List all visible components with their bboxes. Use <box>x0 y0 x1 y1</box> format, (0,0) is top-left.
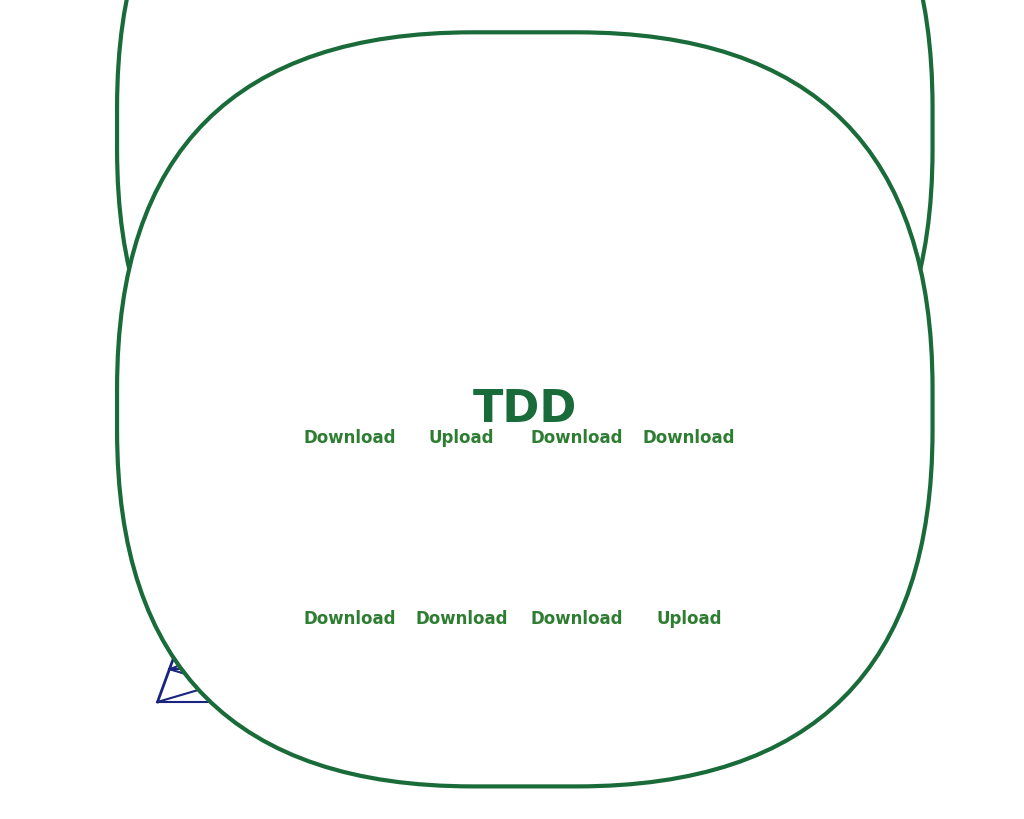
Polygon shape <box>354 301 808 341</box>
FancyBboxPatch shape <box>234 250 250 292</box>
FancyBboxPatch shape <box>202 523 217 565</box>
Polygon shape <box>643 454 735 511</box>
Text: Upload: Upload <box>429 429 495 447</box>
Polygon shape <box>304 454 396 511</box>
FancyBboxPatch shape <box>234 523 250 565</box>
FancyBboxPatch shape <box>221 523 237 565</box>
Text: Upload: Upload <box>518 350 605 370</box>
Circle shape <box>208 568 218 578</box>
Text: Download: Download <box>445 201 570 220</box>
Text: Download: Download <box>304 610 396 628</box>
Polygon shape <box>643 546 735 604</box>
FancyBboxPatch shape <box>819 510 889 624</box>
FancyBboxPatch shape <box>221 250 237 292</box>
Polygon shape <box>416 546 508 604</box>
Circle shape <box>196 294 206 305</box>
FancyBboxPatch shape <box>202 250 217 292</box>
Polygon shape <box>292 286 354 355</box>
Polygon shape <box>531 546 624 604</box>
Bar <box>216 244 222 298</box>
Circle shape <box>849 335 860 346</box>
Text: Upload: Upload <box>656 610 722 628</box>
FancyBboxPatch shape <box>819 241 889 355</box>
Text: TDD: TDD <box>473 388 577 431</box>
Polygon shape <box>531 454 624 511</box>
Polygon shape <box>304 546 396 604</box>
Polygon shape <box>746 217 808 286</box>
Circle shape <box>208 294 218 305</box>
FancyBboxPatch shape <box>188 523 204 565</box>
Text: Download: Download <box>416 610 508 628</box>
Circle shape <box>220 294 230 305</box>
Circle shape <box>232 294 243 305</box>
Text: Download: Download <box>530 429 624 447</box>
Text: Download: Download <box>643 429 735 447</box>
Circle shape <box>232 568 243 578</box>
Circle shape <box>849 604 860 615</box>
Polygon shape <box>292 232 746 272</box>
Polygon shape <box>416 454 508 511</box>
Bar <box>216 517 222 571</box>
Text: Download: Download <box>304 429 396 447</box>
Circle shape <box>220 568 230 578</box>
Text: FDD: FDD <box>473 106 577 150</box>
Circle shape <box>196 568 206 578</box>
Text: Download: Download <box>530 610 624 628</box>
FancyBboxPatch shape <box>188 250 204 292</box>
